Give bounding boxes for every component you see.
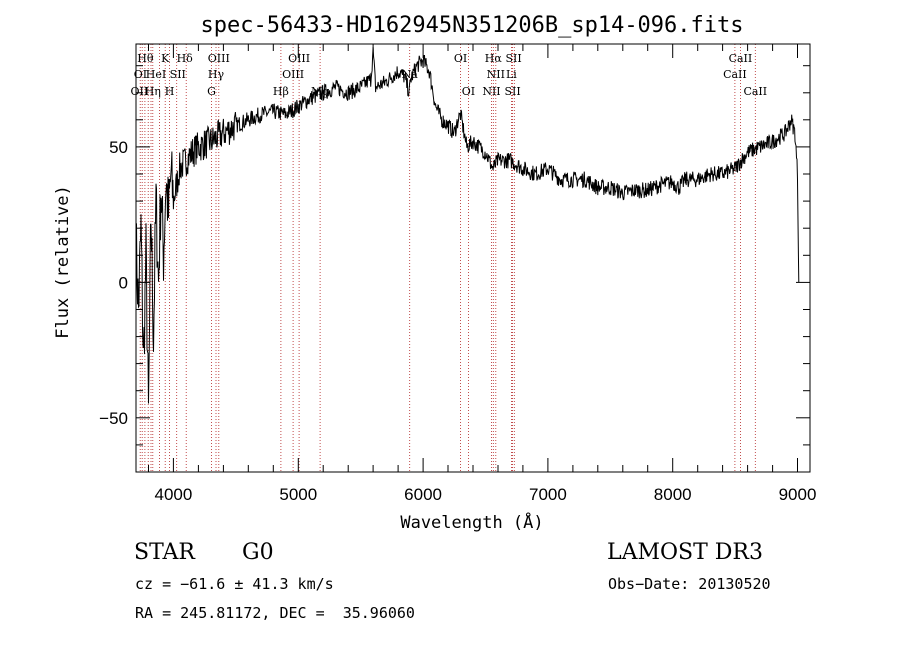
- line-label-27: CaII: [743, 85, 767, 98]
- line-label-15: NII: [487, 68, 505, 81]
- x-tick-label-5000: 5000: [279, 485, 317, 504]
- line-label-11: SII: [170, 68, 186, 81]
- line-label-1: K: [161, 52, 170, 65]
- line-label-6: Hα: [485, 52, 503, 65]
- redshift-cz: cz = −61.6 ± 41.3 km/s: [135, 575, 334, 593]
- line-label-13: OIII: [282, 68, 304, 81]
- line-label-18: OII: [131, 85, 149, 98]
- line-label-9: OI: [134, 68, 147, 81]
- line-label-2: Hδ: [177, 52, 194, 65]
- x-tick-label-8000: 8000: [654, 485, 692, 504]
- line-label-16: Li: [506, 68, 517, 81]
- line-label-22: Hβ: [273, 85, 289, 98]
- x-tick-label-4000: 4000: [154, 485, 192, 504]
- line-label-3: OIII: [208, 52, 230, 65]
- plot-frame: [135, 43, 811, 473]
- line-label-8: CaII: [729, 52, 753, 65]
- line-label-0: Hθ: [137, 52, 154, 65]
- line-label-7: SII: [505, 52, 521, 65]
- y-tick-label-50: 50: [109, 138, 128, 157]
- observation-date: Obs−Date: 20130520: [608, 575, 771, 593]
- chart-title: spec-56433-HD162945N351206B_sp14-096.fit…: [200, 13, 743, 38]
- emission-line-markers: [139, 44, 756, 472]
- line-label-24: OI: [462, 85, 475, 98]
- x-axis-label: Wavelength (Å): [400, 511, 543, 533]
- line-label-21: G: [207, 85, 216, 98]
- line-label-25: NII: [482, 85, 500, 98]
- line-label-26: SII: [504, 85, 520, 98]
- ra-dec: RA = 245.81172, DEC = 35.96060: [135, 604, 415, 622]
- x-tick-label-9000: 9000: [779, 485, 817, 504]
- survey-name: LAMOST DR3: [607, 540, 763, 565]
- y-axis-label: Flux (relative): [53, 185, 73, 339]
- line-label-17: CaII: [723, 68, 747, 81]
- x-tick-label-6000: 6000: [404, 485, 442, 504]
- spectrum-series-line: [135, 47, 800, 404]
- object-class: STAR: [134, 540, 195, 565]
- y-tick-label--50: −50: [99, 409, 128, 428]
- line-label-5: OI: [454, 52, 467, 65]
- y-axis: −50 0 50: [99, 65, 810, 446]
- line-label-10: HeI: [146, 68, 166, 81]
- x-tick-label-7000: 7000: [529, 485, 567, 504]
- object-subclass: G0: [242, 540, 274, 565]
- line-label-12: Hγ: [208, 68, 225, 81]
- x-axis: 4000 5000 6000 7000 8000 9000: [148, 44, 817, 504]
- line-label-20: H: [165, 85, 175, 98]
- line-label-4: OIII: [288, 52, 310, 65]
- line-label-19: Hη: [145, 85, 161, 98]
- y-tick-label-0: 0: [119, 273, 128, 292]
